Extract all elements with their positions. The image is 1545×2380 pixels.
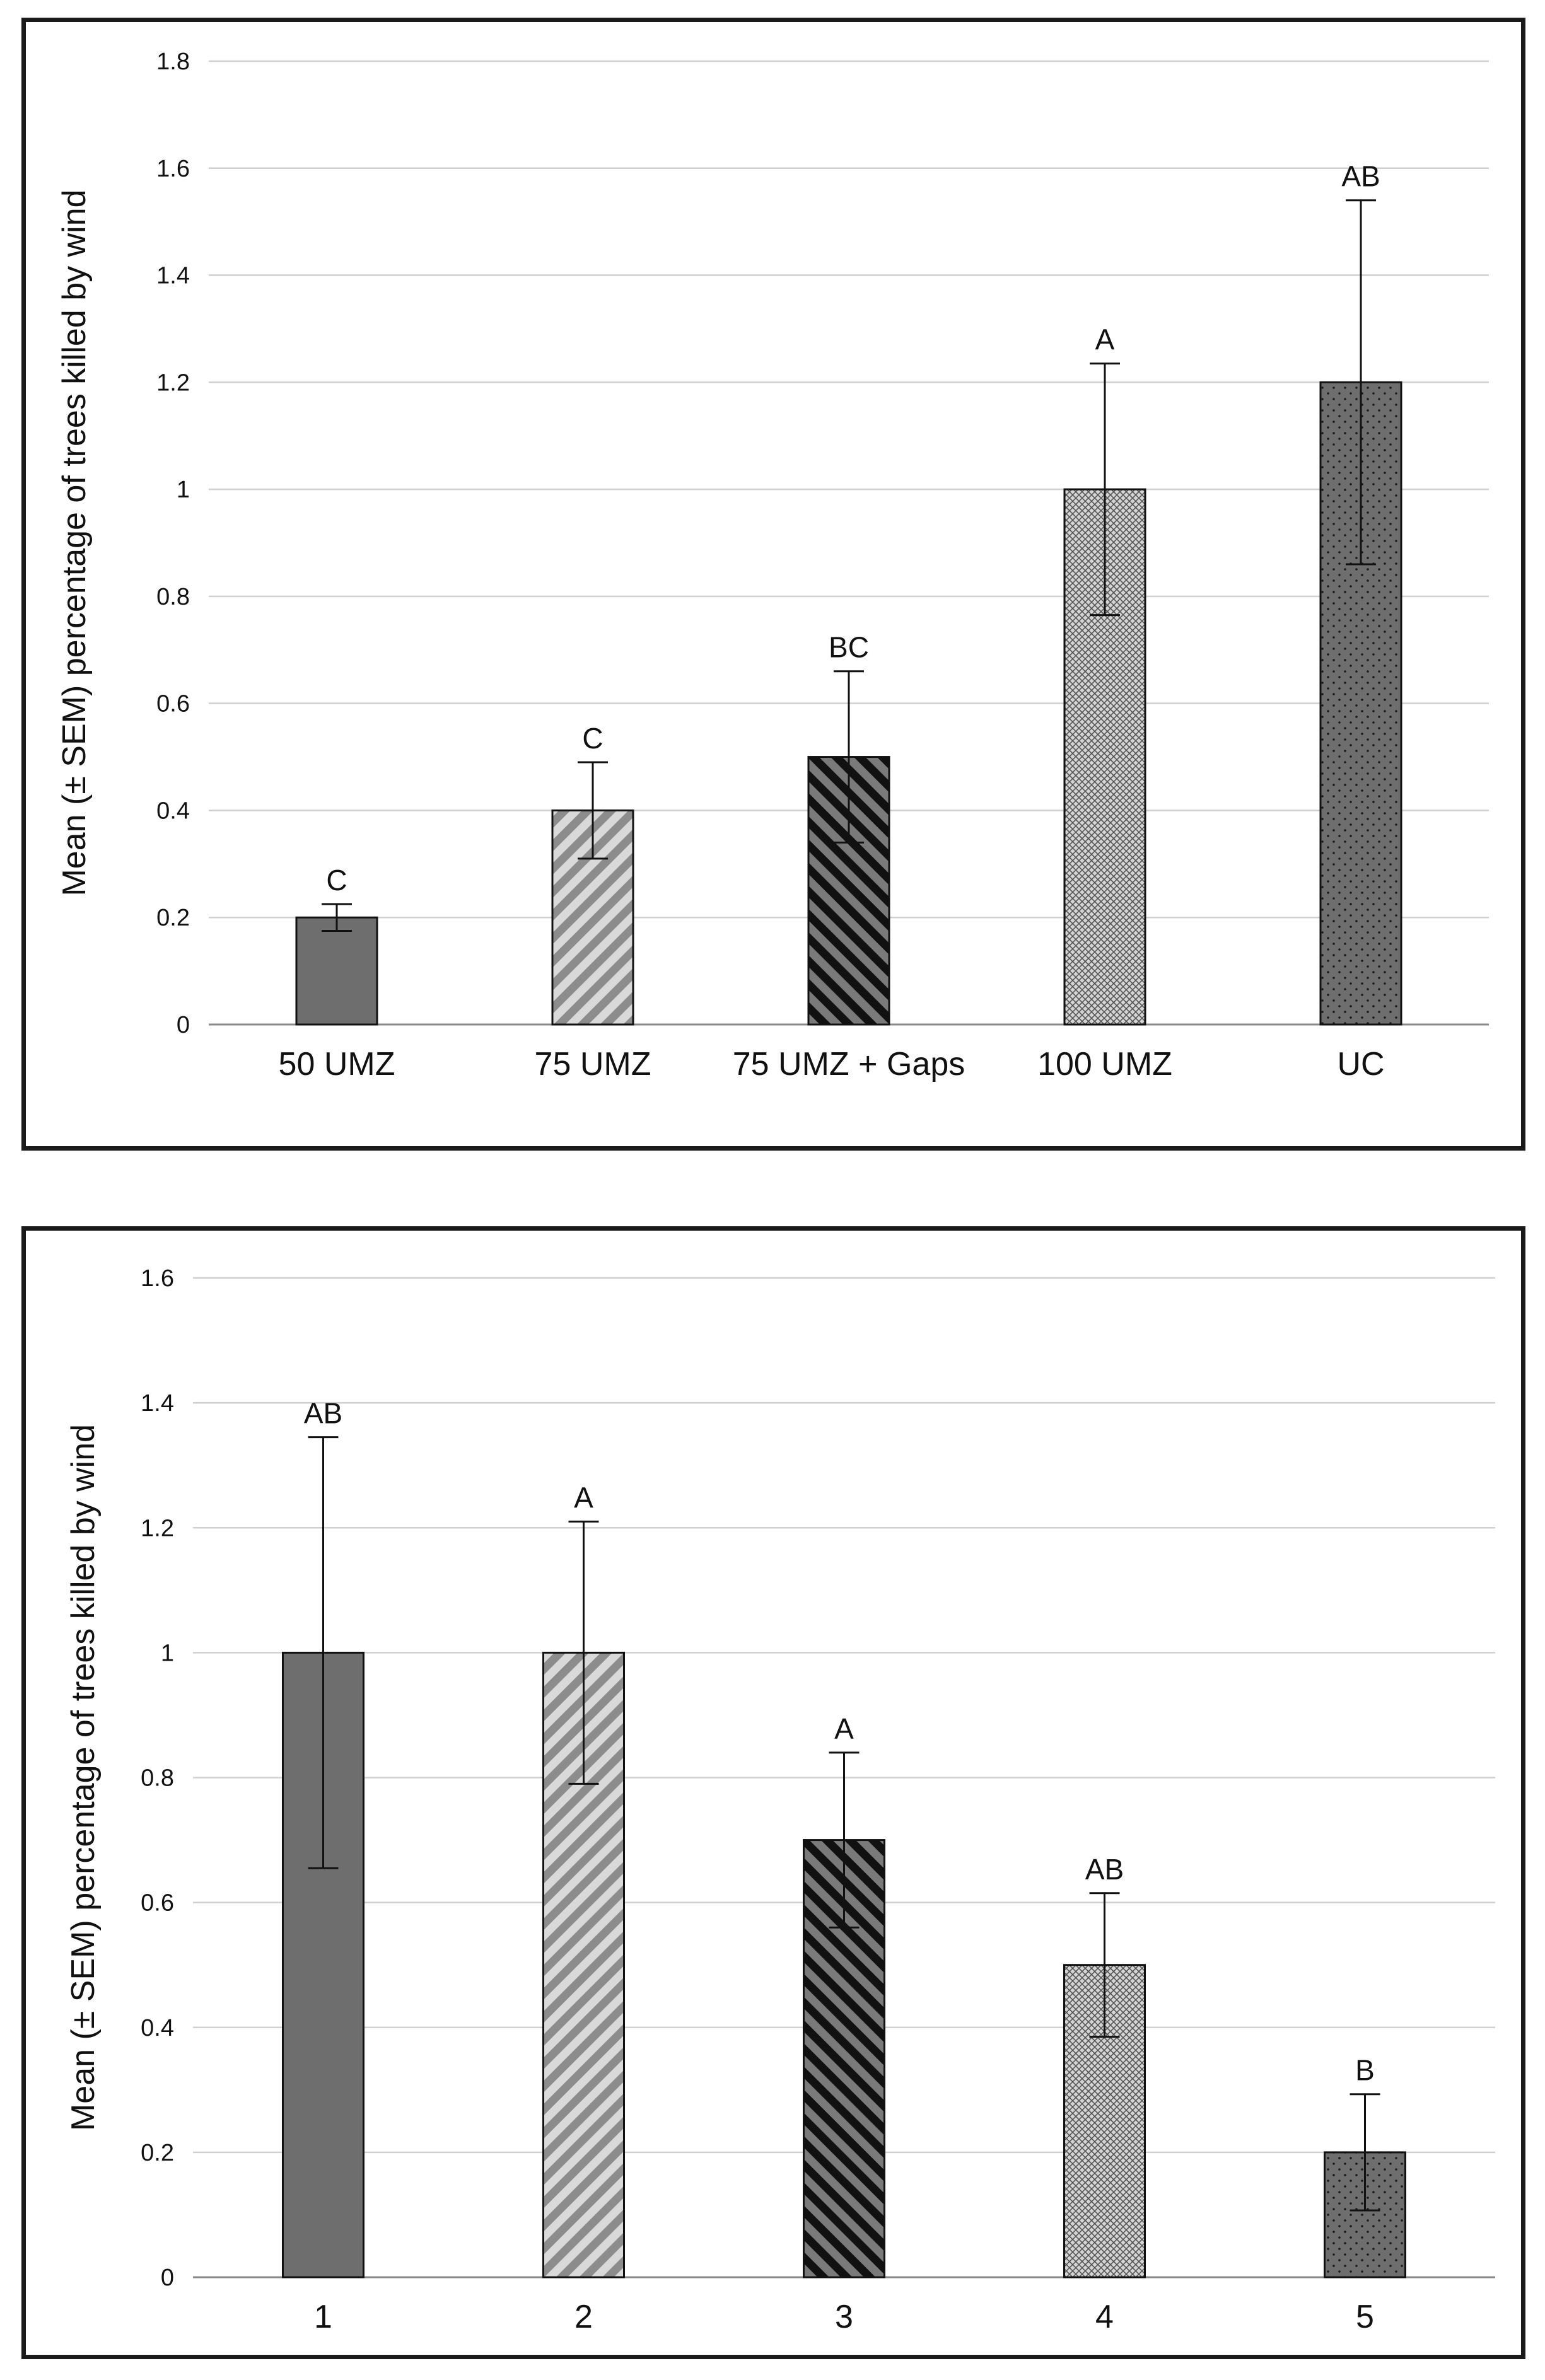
y-axis-label: Mean (± SEM) percentage of trees killed … [56, 189, 93, 896]
y-tick-label: 0.8 [156, 584, 190, 610]
x-tick-label: 75 UMZ [535, 1046, 651, 1083]
x-tick-label: 5 [1356, 2299, 1374, 2335]
y-tick-label: 1.2 [156, 369, 190, 396]
significance-letter: AB [1085, 1853, 1124, 1886]
x-tick-label: 75 UMZ + Gaps [733, 1046, 965, 1083]
y-tick-label: 0.6 [141, 1890, 174, 1917]
y-tick-label: 1.2 [141, 1515, 174, 1541]
y-tick-label: 0.4 [156, 798, 190, 824]
chart-2-svg: 0 0.2 0.4 0.6 0.8 1 1.2 1.4 1.6 Mean (± SEM) perc… [65, 1265, 1495, 2335]
significance-letter: A [1095, 323, 1115, 356]
significance-letter: A [834, 1712, 854, 1745]
x-tick-label: 2 [574, 2299, 593, 2335]
y-tick-label: 0.4 [141, 2015, 174, 2041]
chart-panel-2: 0 0.2 0.4 0.6 0.8 1 1.2 1.4 1.6 Mean (± SEM) perc… [21, 1226, 1525, 2359]
y-tick-label: 0.2 [141, 2140, 174, 2166]
significance-letter: C [326, 864, 347, 897]
y-tick-label: 1.4 [141, 1390, 174, 1417]
significance-letter: AB [1341, 160, 1380, 193]
x-tick-label: 1 [314, 2299, 332, 2335]
y-tick-label: 0 [177, 1012, 190, 1038]
x-tick-label: 50 UMZ [279, 1046, 395, 1083]
significance-letter: BC [829, 631, 869, 664]
y-tick-label: 1.4 [156, 263, 190, 289]
chart-1-svg: 0 0.2 0.4 0.6 0.8 1 1.2 1.4 1.6 1.8 Mean (± SEM) p… [56, 49, 1489, 1083]
y-tick-label: 1 [161, 1640, 174, 1666]
y-tick-label: 1.6 [156, 156, 190, 182]
y-tick-label: 0.8 [141, 1765, 174, 1792]
x-tick-label: UC [1337, 1046, 1384, 1083]
significance-letter: A [574, 1481, 593, 1514]
bar [295, 916, 378, 1026]
x-tick-label: 4 [1095, 2299, 1114, 2335]
significance-letter: C [582, 722, 603, 755]
x-tick-label: 100 UMZ [1037, 1046, 1172, 1083]
chart-panel-1: 0 0.2 0.4 0.6 0.8 1 1.2 1.4 1.6 1.8 Mean (± SEM) p… [21, 18, 1525, 1151]
significance-letter: B [1355, 2054, 1375, 2087]
y-tick-label: 1 [177, 477, 190, 503]
y-tick-label: 1.8 [156, 49, 190, 75]
y-tick-label: 1.6 [141, 1265, 174, 1292]
y-tick-label: 0.6 [156, 691, 190, 717]
x-tick-label: 3 [835, 2299, 853, 2335]
y-tick-label: 0.2 [156, 905, 190, 931]
significance-letter: AB [304, 1397, 342, 1430]
y-tick-label: 0 [161, 2265, 174, 2291]
y-axis-label: Mean (± SEM) percentage of trees killed … [65, 1424, 102, 2131]
